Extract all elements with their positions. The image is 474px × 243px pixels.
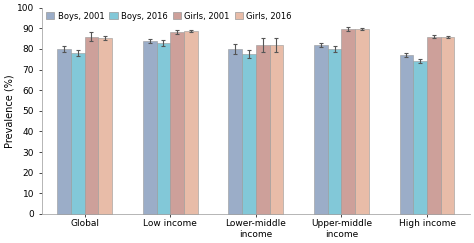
Bar [427, 36, 441, 214]
Bar [413, 61, 427, 214]
Bar [441, 36, 455, 214]
Bar [270, 45, 283, 214]
Bar [242, 54, 256, 214]
Legend: Boys, 2001, Boys, 2016, Girls, 2001, Girls, 2016: Boys, 2001, Boys, 2016, Girls, 2001, Gir… [46, 12, 292, 21]
Bar [71, 53, 85, 214]
Bar [400, 55, 413, 214]
Y-axis label: Prevalence (%): Prevalence (%) [4, 74, 14, 148]
Bar [328, 49, 341, 214]
Bar [314, 45, 328, 214]
Bar [355, 29, 369, 214]
Bar [184, 31, 198, 214]
Bar [256, 45, 270, 214]
Bar [57, 49, 71, 214]
Bar [98, 38, 112, 214]
Bar [341, 29, 355, 214]
Bar [143, 41, 156, 214]
Bar [170, 32, 184, 214]
Bar [228, 49, 242, 214]
Bar [156, 43, 170, 214]
Bar [85, 36, 98, 214]
